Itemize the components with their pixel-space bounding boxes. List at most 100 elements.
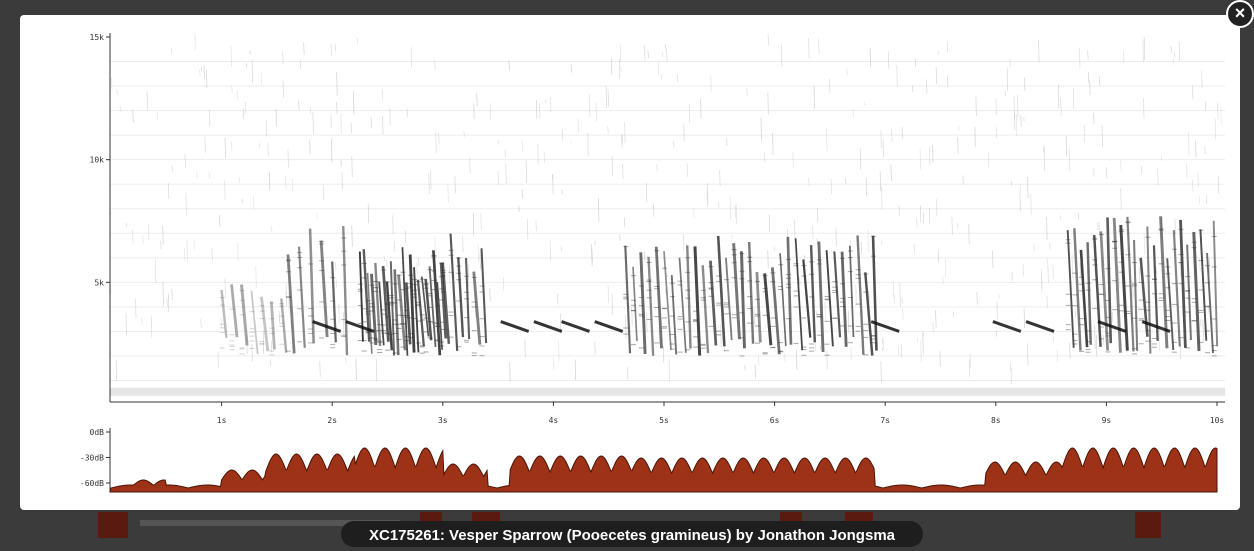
sound-trace	[1212, 220, 1219, 347]
sound-trace	[206, 69, 208, 89]
sound-trace	[1119, 225, 1129, 351]
sound-trace	[282, 50, 284, 65]
sound-trace	[220, 289, 228, 338]
sound-trace	[341, 171, 343, 190]
sound-trace	[253, 195, 255, 210]
sound-trace	[719, 170, 721, 186]
sound-trace	[653, 203, 655, 217]
sound-trace	[1077, 212, 1080, 221]
sound-trace	[330, 115, 332, 128]
sound-trace	[662, 345, 665, 363]
sound-trace	[319, 240, 329, 338]
sound-trace	[1118, 265, 1120, 288]
sound-trace	[1022, 263, 1024, 277]
sound-trace	[825, 250, 834, 347]
sound-trace	[477, 242, 479, 262]
sound-trace	[196, 170, 198, 179]
sound-trace	[1046, 217, 1048, 241]
sound-trace	[784, 353, 786, 362]
sound-trace	[1159, 216, 1169, 349]
sound-trace	[260, 72, 262, 85]
sound-trace	[434, 59, 436, 70]
sound-trace	[887, 51, 890, 69]
sound-trace	[896, 65, 898, 87]
sound-trace	[919, 205, 922, 223]
sound-trace	[219, 214, 221, 228]
sound-trace	[502, 277, 505, 292]
sound-trace	[345, 357, 347, 364]
sound-trace	[285, 283, 287, 294]
sound-trace	[1138, 266, 1141, 284]
sound-trace	[1019, 184, 1022, 192]
sound-trace	[657, 61, 659, 76]
sound-trace	[1166, 258, 1175, 351]
sound-trace	[830, 179, 832, 195]
sound-trace	[1030, 193, 1032, 216]
sound-trace	[505, 163, 507, 184]
sound-trace	[558, 340, 560, 361]
sound-trace	[430, 170, 432, 190]
y-tick-label: 15k	[90, 33, 105, 42]
sound-trace	[435, 132, 437, 154]
sound-trace	[951, 217, 953, 235]
sound-trace	[620, 66, 622, 72]
sound-trace	[335, 278, 337, 288]
sound-trace	[1141, 166, 1143, 175]
sound-trace	[1047, 264, 1049, 283]
sound-trace	[1068, 148, 1070, 171]
sound-trace	[119, 106, 121, 111]
sound-trace	[241, 198, 243, 203]
sound-trace	[224, 278, 226, 299]
close-button[interactable]: ×	[1226, 0, 1254, 28]
sound-trace	[835, 228, 837, 246]
sound-trace	[552, 174, 554, 180]
sound-trace	[286, 254, 296, 354]
sound-trace	[319, 361, 321, 377]
sound-trace	[1092, 235, 1102, 347]
sound-trace	[1217, 176, 1220, 194]
sound-trace	[267, 142, 269, 157]
sound-trace	[367, 204, 370, 224]
sound-trace	[676, 74, 679, 83]
sound-trace	[1106, 217, 1113, 344]
sound-trace	[929, 146, 931, 166]
sound-trace	[739, 251, 746, 349]
sound-trace	[240, 284, 249, 346]
sound-trace	[792, 151, 794, 169]
sound-trace	[594, 320, 624, 333]
sound-trace	[537, 143, 539, 165]
sound-trace	[804, 255, 806, 260]
sound-trace	[891, 129, 893, 142]
sound-trace	[1173, 57, 1175, 66]
sound-trace	[309, 140, 311, 155]
sound-trace	[338, 304, 340, 324]
sound-trace	[639, 252, 647, 355]
sound-trace	[898, 345, 900, 356]
sound-trace	[125, 222, 128, 227]
sound-trace	[607, 285, 609, 303]
sound-trace	[619, 44, 622, 62]
sound-trace	[135, 298, 137, 319]
sound-trace	[527, 219, 529, 240]
sound-trace	[1083, 124, 1086, 143]
sound-trace	[725, 257, 733, 341]
sound-trace	[1014, 114, 1016, 131]
sound-trace	[871, 235, 878, 351]
sound-trace	[968, 359, 971, 378]
sound-trace	[1006, 68, 1009, 91]
sound-trace	[389, 108, 391, 126]
sound-trace	[786, 236, 793, 345]
sound-trace	[268, 171, 271, 191]
sound-trace	[1178, 41, 1181, 61]
sound-trace	[1188, 131, 1190, 156]
sound-trace	[816, 238, 818, 245]
sound-trace	[763, 273, 773, 346]
sound-trace	[882, 339, 884, 350]
sound-trace	[1206, 253, 1214, 354]
sound-trace	[1098, 76, 1101, 86]
sound-trace	[251, 59, 253, 84]
sound-trace	[500, 320, 530, 333]
sound-trace	[208, 172, 210, 179]
sound-trace	[645, 182, 648, 203]
sound-trace	[779, 253, 787, 346]
